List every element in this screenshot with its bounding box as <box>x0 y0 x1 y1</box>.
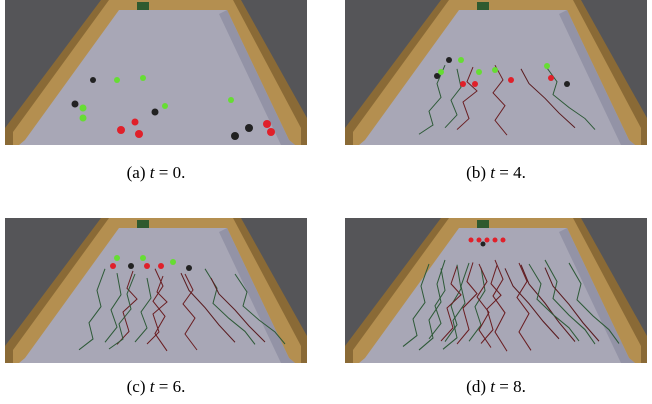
caption-label: (a) <box>127 163 146 182</box>
figure: (a) t = 0. (b) t = 4. (c) t = 6. <box>0 0 652 404</box>
caption-eq: = 4. <box>499 163 526 182</box>
arena-image <box>5 0 307 145</box>
caption-var: t <box>150 377 155 396</box>
caption: (c) t = 6. <box>5 377 307 397</box>
caption-eq: = 6. <box>159 377 186 396</box>
caption-var: t <box>490 163 495 182</box>
caption-eq: = 0. <box>159 163 186 182</box>
arena-image <box>5 218 307 363</box>
caption-var: t <box>150 163 155 182</box>
caption: (a) t = 0. <box>5 163 307 183</box>
caption-label: (d) <box>466 377 486 396</box>
caption: (b) t = 4. <box>345 163 647 183</box>
caption-var: t <box>490 377 495 396</box>
caption-label: (b) <box>466 163 486 182</box>
caption: (d) t = 8. <box>345 377 647 397</box>
caption-label: (c) <box>127 377 146 396</box>
arena-image <box>345 218 647 363</box>
arena-image <box>345 0 647 145</box>
caption-eq: = 8. <box>499 377 526 396</box>
